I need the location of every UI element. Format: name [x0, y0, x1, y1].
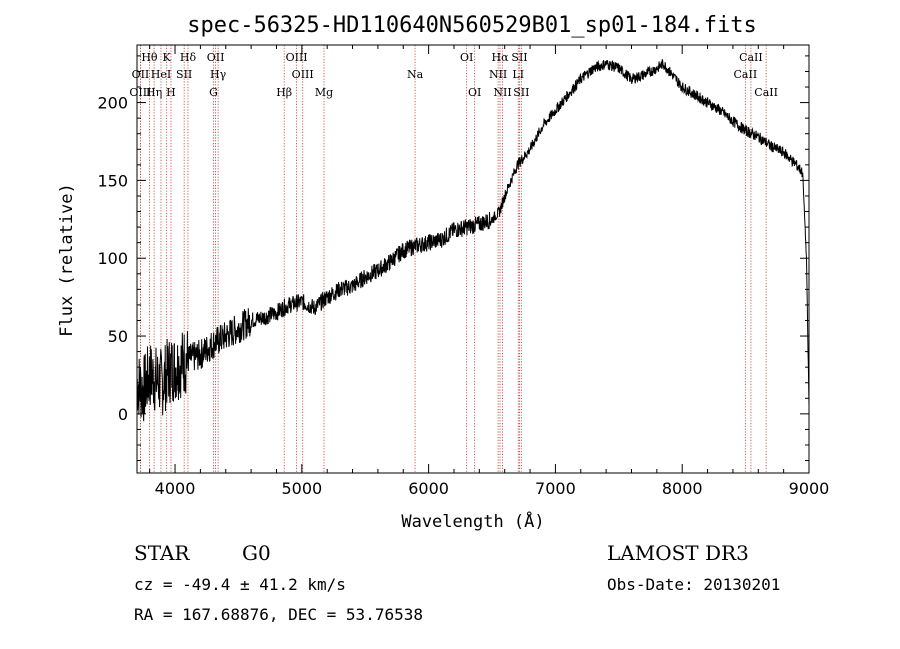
y-tick-label: 100 — [97, 249, 128, 268]
spectral-line-label: OIII — [129, 86, 151, 99]
survey-name: LAMOST DR3 — [607, 541, 749, 565]
spectral-line-markers — [140, 45, 767, 473]
spectral-line-label: CaII — [734, 68, 758, 81]
y-tick-label: 150 — [97, 171, 128, 190]
spectral-line-label: SII — [511, 51, 527, 64]
spectral-line-label: OII — [207, 51, 225, 64]
flux-series-line — [136, 59, 810, 422]
y-tick-label: 200 — [97, 94, 128, 113]
spectral-line-label: Hδ — [180, 51, 197, 64]
spectral-line-label: K — [163, 51, 172, 64]
spectral-line-label: H — [166, 86, 176, 99]
x-tick-label: 4000 — [155, 479, 196, 498]
spectral-subclass: G0 — [242, 541, 271, 565]
x-axis-label: Wavelength (Å) — [401, 510, 544, 532]
chart-title: spec-56325-HD110640N560529B01_sp01-184.f… — [187, 13, 757, 38]
y-tick-label: 0 — [118, 405, 128, 424]
spectral-line-label: OI — [468, 86, 481, 99]
x-axis-ticks: 4000 5000 6000 7000 8000 9000 — [149, 45, 830, 498]
x-tick-label: 9000 — [789, 479, 830, 498]
plot-frame — [136, 44, 810, 474]
y-axis-ticks: 0 50 100 150 200 — [97, 55, 809, 462]
spectral-line-label: OI — [460, 51, 473, 64]
spectral-line-label: SII — [176, 68, 192, 81]
x-tick-label: 6000 — [408, 479, 449, 498]
spectral-line-label: CaII — [754, 86, 778, 99]
spectral-line-label: NII — [493, 86, 511, 99]
spectral-line-label: Hη — [146, 86, 162, 99]
obs-date: Obs-Date: 20130201 — [607, 575, 780, 594]
spectral-line-label: NII — [489, 68, 507, 81]
x-tick-label: 8000 — [662, 479, 703, 498]
spectral-line-label: HeI — [151, 68, 171, 81]
spectral-line-label: OIII — [286, 51, 308, 64]
spectral-line-label: OIII — [292, 68, 314, 81]
spectral-line-label: LI — [512, 68, 524, 81]
spectral-line-label: Hθ — [141, 51, 158, 64]
spectral-line-label: G — [209, 86, 218, 99]
spectral-line-label: Hβ — [276, 86, 292, 99]
x-tick-label: 5000 — [281, 479, 322, 498]
spectral-line-label: Hγ — [210, 68, 227, 81]
redshift-readout: cz = -49.4 ± 41.2 km/s — [134, 575, 346, 594]
spectral-line-label: OII — [132, 68, 150, 81]
spectral-line-label: Na — [407, 68, 424, 81]
y-tick-label: 50 — [108, 327, 128, 346]
x-tick-label: 7000 — [535, 479, 576, 498]
object-class: STAR — [134, 541, 190, 565]
spectral-line-label: CaII — [739, 51, 763, 64]
coordinates: RA = 167.68876, DEC = 53.76538 — [134, 605, 423, 624]
y-axis-label: Flux (relative) — [57, 183, 77, 337]
spectral-line-label: Mg — [315, 86, 333, 99]
spectral-line-label: SII — [513, 86, 529, 99]
spectral-line-label: Hα — [491, 51, 509, 64]
